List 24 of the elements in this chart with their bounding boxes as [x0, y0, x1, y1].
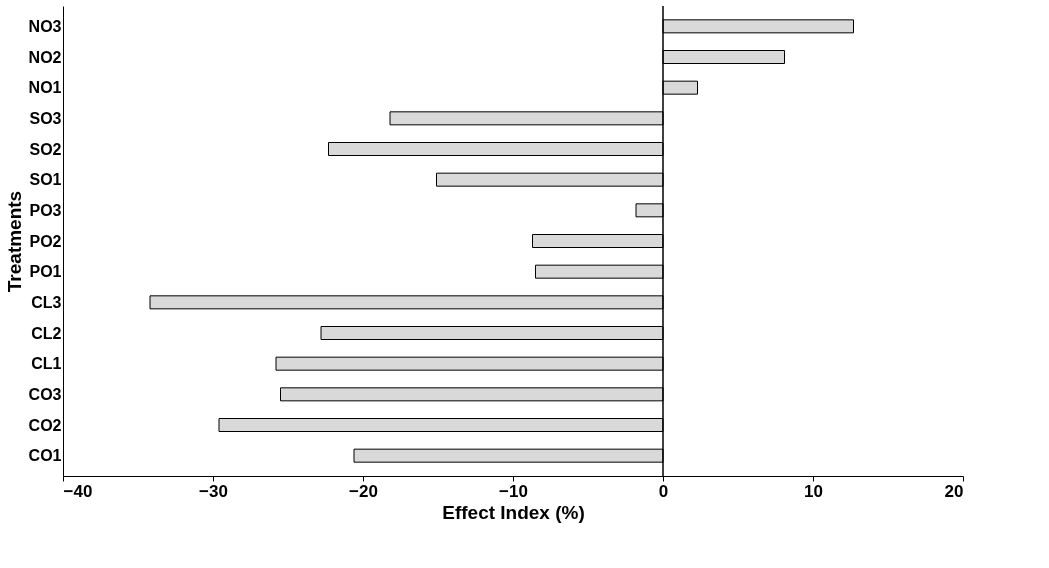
y-tick-label: CO2	[28, 416, 62, 434]
y-tick-label: CL2	[31, 324, 62, 342]
x-tick-label: −10	[499, 481, 528, 501]
y-tick-label: PO3	[29, 201, 62, 219]
y-tick-label: NO2	[28, 48, 62, 66]
y-axis-title: Treatments	[3, 190, 25, 293]
y-tick-label: NO1	[28, 79, 62, 97]
y-tick-label: SO2	[29, 140, 62, 158]
y-tick-label: PO2	[29, 232, 62, 250]
y-tick-label: SO3	[29, 109, 62, 127]
x-tick-label: 10	[804, 481, 823, 501]
x-tick-label: −20	[349, 481, 378, 501]
x-tick-label: 0	[658, 481, 669, 501]
x-tick-label: 20	[944, 481, 964, 501]
y-tick-label: PO1	[29, 263, 62, 281]
y-tick-label: NO3	[28, 17, 62, 35]
y-tick-label: CL1	[31, 355, 62, 373]
y-tick-label: SO1	[29, 171, 62, 189]
x-axis-title: Effect Index (%)	[442, 501, 585, 523]
y-tick-label: CO3	[28, 385, 62, 403]
x-tick-label: −30	[199, 481, 228, 501]
x-tick-label: −40	[63, 481, 93, 501]
y-tick-label: CL3	[31, 293, 62, 311]
y-tick-label: CO1	[28, 447, 62, 465]
